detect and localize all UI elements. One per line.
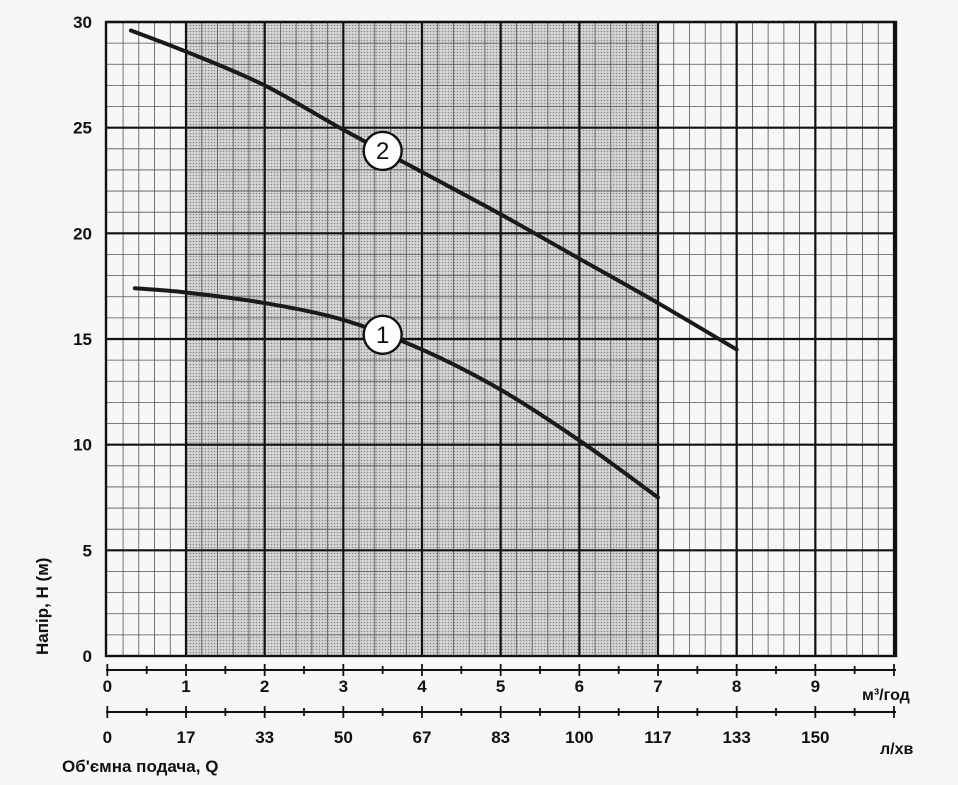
y-tick-label: 10: [73, 436, 92, 455]
series-line-2: [128, 28, 739, 352]
series-marker-circle-1: [362, 314, 403, 355]
series-marker-circle-2: [362, 130, 403, 172]
x-tick-label-lmin: 100: [565, 728, 593, 747]
series-marker-label-2: 2: [376, 138, 389, 165]
x-tick-label-lmin: 67: [413, 728, 432, 747]
x-axis-label: Об'ємна подача, Q: [62, 757, 218, 776]
x-tick-label-lmin: 17: [177, 728, 196, 747]
x-axis-unit-lmin: л/хв: [880, 741, 914, 758]
x-tick-label-m3: 3: [339, 677, 348, 696]
y-tick-label: 20: [73, 224, 92, 243]
x-tick-label-m3: 6: [575, 677, 584, 696]
y-tick-label: 25: [73, 119, 92, 138]
y-tick-label: 30: [73, 13, 92, 32]
x-tick-label-m3: 7: [653, 677, 662, 696]
x-tick-label-m3: 1: [181, 677, 190, 696]
x-tick-label-lmin: 133: [722, 728, 750, 747]
y-axis-label: Напір, Н (м): [33, 558, 52, 655]
x-tick-label-lmin: 0: [103, 728, 112, 747]
x-tick-label-m3: 4: [417, 677, 427, 696]
x-tick-label-m3: 9: [811, 677, 820, 696]
plot-frame: [104, 20, 898, 658]
x-axis-unit-m3: м³/год: [862, 687, 910, 704]
x-tick-label-m3: 5: [496, 677, 505, 696]
grid: [104, 20, 898, 658]
series-markers: 12: [362, 130, 403, 355]
x-tick-label-m3: 0: [103, 677, 112, 696]
x-tick-label-lmin: 150: [801, 728, 829, 747]
x-tick-label-lmin: 33: [255, 728, 274, 747]
x-tick-label-lmin: 50: [334, 728, 353, 747]
x-tick-label-lmin: 83: [491, 728, 510, 747]
y-tick-label: 5: [83, 541, 92, 560]
series-marker-label-1: 1: [376, 322, 389, 349]
x-tick-label-m3: 2: [260, 677, 269, 696]
x-tick-label-m3: 8: [732, 677, 741, 696]
x-tick-label-lmin: 117: [644, 728, 671, 747]
y-tick-label: 0: [83, 647, 92, 666]
y-tick-label: 15: [73, 330, 92, 349]
